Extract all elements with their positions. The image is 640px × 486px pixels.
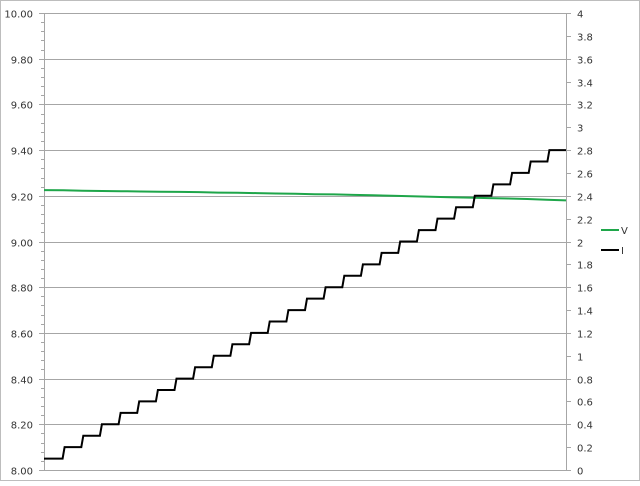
left-tick-label: 8.20 — [11, 421, 33, 432]
right-tick-label: 0 — [577, 467, 583, 478]
left-tick-label: 9.00 — [11, 239, 33, 250]
right-tick-label: 1.2 — [577, 330, 593, 341]
right-tick-label: 2.4 — [577, 193, 593, 204]
right-tick-label: 2.8 — [577, 147, 593, 158]
right-tick-label: 1.8 — [577, 261, 593, 272]
right-tick-label: 2 — [577, 239, 583, 250]
left-tick-label: 8.80 — [11, 284, 33, 295]
left-tick-label: 8.60 — [11, 330, 33, 341]
left-tick-label: 9.20 — [11, 193, 33, 204]
left-tick-label: 9.80 — [11, 56, 33, 67]
right-tick-label: 3.2 — [577, 101, 593, 112]
series-line-I — [44, 149, 566, 460]
left-tick-label: 9.40 — [11, 147, 33, 158]
left-tick-label: 8.00 — [11, 467, 33, 478]
legend-label-V: V — [621, 226, 628, 237]
legend-label-I: I — [621, 246, 624, 257]
right-tick-label: 1 — [577, 353, 583, 364]
series-line-V — [43, 189, 567, 202]
left-tick-label: 8.40 — [11, 376, 33, 387]
right-tick-label: 4 — [577, 10, 583, 21]
right-tick-label: 1.4 — [577, 307, 593, 318]
right-tick-label: 1.6 — [577, 284, 593, 295]
right-tick-label: 3.6 — [577, 56, 593, 67]
right-tick-label: 3.4 — [577, 79, 593, 90]
right-tick-label: 0.8 — [577, 376, 593, 387]
right-tick-label: 2.6 — [577, 170, 593, 181]
right-tick-label: 0.6 — [577, 398, 593, 409]
right-tick-label: 3 — [577, 124, 583, 135]
left-tick-label: 9.60 — [11, 101, 33, 112]
right-tick-label: 2.2 — [577, 216, 593, 227]
right-tick-label: 0.2 — [577, 444, 593, 455]
left-tick-label: 10.00 — [4, 10, 33, 21]
right-tick-label: 3.8 — [577, 33, 593, 44]
right-tick-label: 0.4 — [577, 421, 593, 432]
